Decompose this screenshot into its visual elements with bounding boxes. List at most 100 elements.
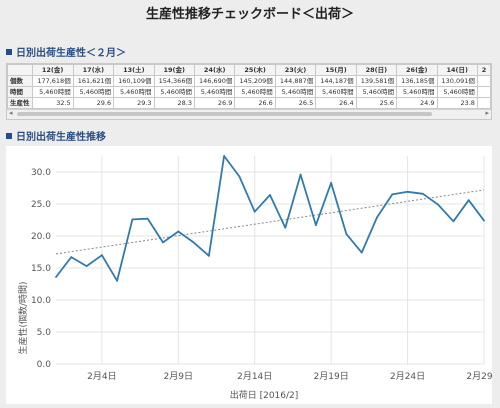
table-row-hours: 時間 5,460時間 5,460時間 5,460時間 5,460時間 5,460… <box>7 86 491 98</box>
table-header-cell[interactable]: 13(土) <box>113 64 155 76</box>
table-row-productivity: 生産性 32.5 29.6 29.3 28.3 26.9 26.6 26.5 2… <box>7 97 491 109</box>
data-point[interactable] <box>70 256 73 259</box>
table-cell: 26.4 <box>315 97 357 109</box>
table-header-cell[interactable]: 2 <box>476 64 491 76</box>
y-tick-label: 5.0 <box>37 328 52 338</box>
y-tick-label: 25.0 <box>31 200 51 210</box>
table-cell <box>476 86 491 98</box>
table-cell: 29.3 <box>113 97 155 109</box>
data-point[interactable] <box>116 279 119 282</box>
scroll-left-icon[interactable]: ◂ <box>9 109 13 117</box>
data-point[interactable] <box>330 181 333 184</box>
table-row-count: 個数 177,618個 161,621個 160,109個 154,366個 1… <box>7 75 491 87</box>
data-point[interactable] <box>467 199 470 202</box>
productivity-chart-panel: 0.0 5.0 10.0 15.0 20.0 25.0 30.0 2月4日 2月9日 2月14日… <box>6 146 500 404</box>
chart-section-title-text: 日別出荷生産性推移 <box>16 132 106 143</box>
data-point[interactable] <box>177 230 180 233</box>
table-header-cell[interactable]: 26(金) <box>396 64 438 76</box>
table-cell: 26.9 <box>193 97 236 109</box>
data-point[interactable] <box>162 241 164 244</box>
data-point[interactable] <box>360 251 363 254</box>
table-header-cell[interactable]: 19(金) <box>153 64 195 76</box>
square-bullet-icon <box>6 49 12 55</box>
table-header-cell[interactable]: 25(木) <box>234 64 276 76</box>
table-cell: 5,460時間 <box>193 86 236 98</box>
x-tick-label: 2月19日 <box>314 371 349 382</box>
table-header-cell[interactable]: 28(日) <box>355 64 398 76</box>
series-line[interactable] <box>55 155 485 282</box>
table-cell: 144,887個 <box>274 75 317 87</box>
scrollbar-thumb[interactable] <box>17 112 432 116</box>
daily-table-container[interactable]: 12(金) 17(水) 13(土) 19(金) 24(水) 25(木) 23(火… <box>6 63 492 120</box>
table-cell: 25.6 <box>355 97 398 109</box>
table-header-cell[interactable]: 15(月) <box>315 64 357 76</box>
table-cell: 139,581個 <box>355 75 398 87</box>
data-point[interactable] <box>253 210 256 213</box>
table-cell <box>476 75 491 87</box>
data-point[interactable] <box>146 217 149 220</box>
table-section-title: 日別出荷生産性＜２月＞ <box>6 44 126 59</box>
row-label: 生産性 <box>7 97 33 109</box>
data-point[interactable] <box>421 192 424 195</box>
data-point[interactable] <box>314 224 317 227</box>
data-point[interactable] <box>192 241 195 244</box>
table-header-cell[interactable]: 24(水) <box>193 64 236 76</box>
table-cell: 144,187個 <box>315 75 357 87</box>
data-point[interactable] <box>376 216 378 219</box>
productivity-line-chart[interactable]: 0.0 5.0 10.0 15.0 20.0 25.0 30.0 2月4日 2月9日 2月14日… <box>6 146 500 404</box>
table-header-cell[interactable] <box>7 64 33 76</box>
data-point[interactable] <box>299 173 302 176</box>
data-point[interactable] <box>391 193 394 196</box>
table-header-cell[interactable]: 17(水) <box>72 64 115 76</box>
table-cell: 29.6 <box>72 97 115 109</box>
data-point[interactable] <box>85 265 88 267</box>
data-point[interactable] <box>207 254 210 257</box>
table-cell: 160,109個 <box>113 75 155 87</box>
data-point[interactable] <box>452 220 455 223</box>
page-title: 生産性推移チェックボード＜出荷＞ <box>145 7 354 22</box>
table-cell: 177,618個 <box>31 75 74 87</box>
data-point[interactable] <box>55 276 57 278</box>
data-point[interactable] <box>483 219 485 222</box>
table-cell: 136,185個 <box>396 75 438 87</box>
table-header-cell[interactable]: 14(日) <box>436 64 478 76</box>
scroll-right-icon[interactable]: ▸ <box>485 109 489 117</box>
table-header-row: 12(金) 17(水) 13(土) 19(金) 24(水) 25(木) 23(火… <box>7 64 491 76</box>
table-header-cell[interactable]: 12(金) <box>31 64 74 76</box>
table-cell: 5,460時間 <box>396 86 438 98</box>
table-cell: 5,460時間 <box>436 86 478 98</box>
data-point[interactable] <box>100 254 103 257</box>
data-point[interactable] <box>269 194 271 196</box>
y-tick-label: 0.0 <box>37 360 52 370</box>
table-cell: 5,460時間 <box>355 86 398 98</box>
table-cell: 146,690個 <box>193 75 236 87</box>
y-tick-label: 15.0 <box>31 264 51 274</box>
table-cell: 32.5 <box>31 97 74 109</box>
table-cell: 5,460時間 <box>31 86 74 98</box>
chart-section-title: 日別出荷生産性推移 <box>6 128 106 143</box>
data-point[interactable] <box>345 233 348 235</box>
data-point[interactable] <box>238 175 241 178</box>
table-cell: 154,366個 <box>153 75 195 87</box>
y-tick-label: 30.0 <box>31 168 51 178</box>
data-point[interactable] <box>284 226 287 229</box>
horizontal-scrollbar[interactable]: ◂ ▸ <box>7 109 491 119</box>
square-bullet-icon <box>6 133 12 139</box>
table-cell: 5,460時間 <box>234 86 276 98</box>
table-header-cell[interactable]: 23(火) <box>274 64 317 76</box>
data-point[interactable] <box>406 190 409 193</box>
data-point[interactable] <box>437 203 440 206</box>
table-cell: 23.8 <box>436 97 478 109</box>
row-label: 時間 <box>7 86 33 98</box>
x-tick-label: 2月24日 <box>390 371 425 382</box>
data-point[interactable] <box>131 218 134 221</box>
table-cell: 5,460時間 <box>274 86 317 98</box>
y-tick-label: 10.0 <box>31 296 51 306</box>
table-cell: 5,460時間 <box>72 86 115 98</box>
data-point[interactable] <box>223 155 226 157</box>
x-tick-label: 2月29日 <box>466 371 492 382</box>
table-cell: 26.6 <box>234 97 276 109</box>
daily-productivity-table: 12(金) 17(水) 13(土) 19(金) 24(水) 25(木) 23(火… <box>7 64 491 109</box>
trend-line <box>55 189 485 255</box>
y-axis-label: 生産性(個数/時間) <box>17 281 29 354</box>
